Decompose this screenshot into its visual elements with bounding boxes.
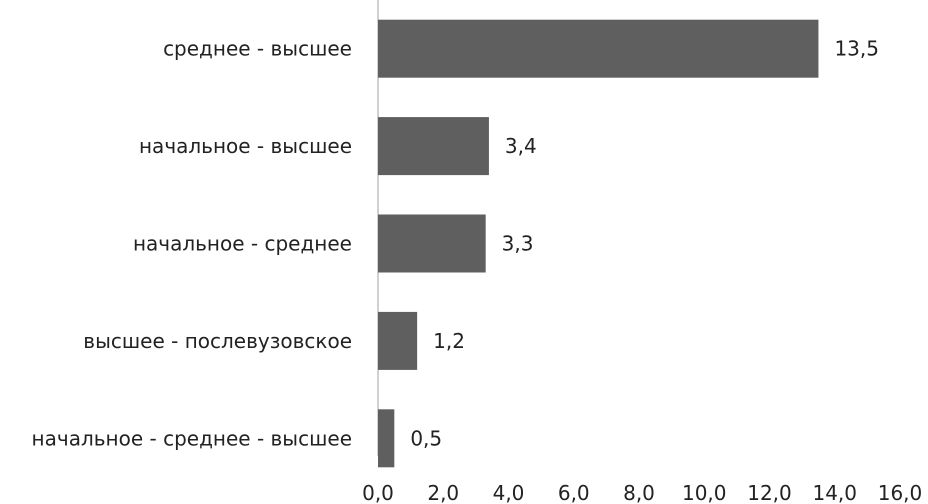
x-tick-label: 16,0 xyxy=(878,481,923,504)
bar xyxy=(378,19,819,78)
x-tick-label: 10,0 xyxy=(682,481,727,504)
bar xyxy=(378,409,395,468)
data-label: 13,5 xyxy=(834,37,879,61)
data-label: 3,4 xyxy=(505,134,537,158)
x-tick-label: 12,0 xyxy=(747,481,792,504)
bar xyxy=(378,117,489,176)
category-label: начальное - высшее xyxy=(139,134,352,158)
bar xyxy=(378,311,418,370)
category-label: начальное - среднее xyxy=(133,232,352,256)
data-label: 1,2 xyxy=(433,329,465,353)
x-tick-label: 8,0 xyxy=(623,481,655,504)
x-tick-label: 0,0 xyxy=(362,481,394,504)
data-label: 3,3 xyxy=(502,232,534,256)
bar xyxy=(378,214,486,273)
x-tick-label: 6,0 xyxy=(558,481,590,504)
category-label: высшее - послевузовское xyxy=(83,329,352,353)
data-label: 0,5 xyxy=(410,426,442,450)
category-label: начальное - среднее - высшее xyxy=(32,426,352,450)
category-label: среднее - высшее xyxy=(163,37,352,61)
x-tick-label: 2,0 xyxy=(427,481,459,504)
x-tick-label: 4,0 xyxy=(493,481,525,504)
x-tick-label: 14,0 xyxy=(812,481,857,504)
